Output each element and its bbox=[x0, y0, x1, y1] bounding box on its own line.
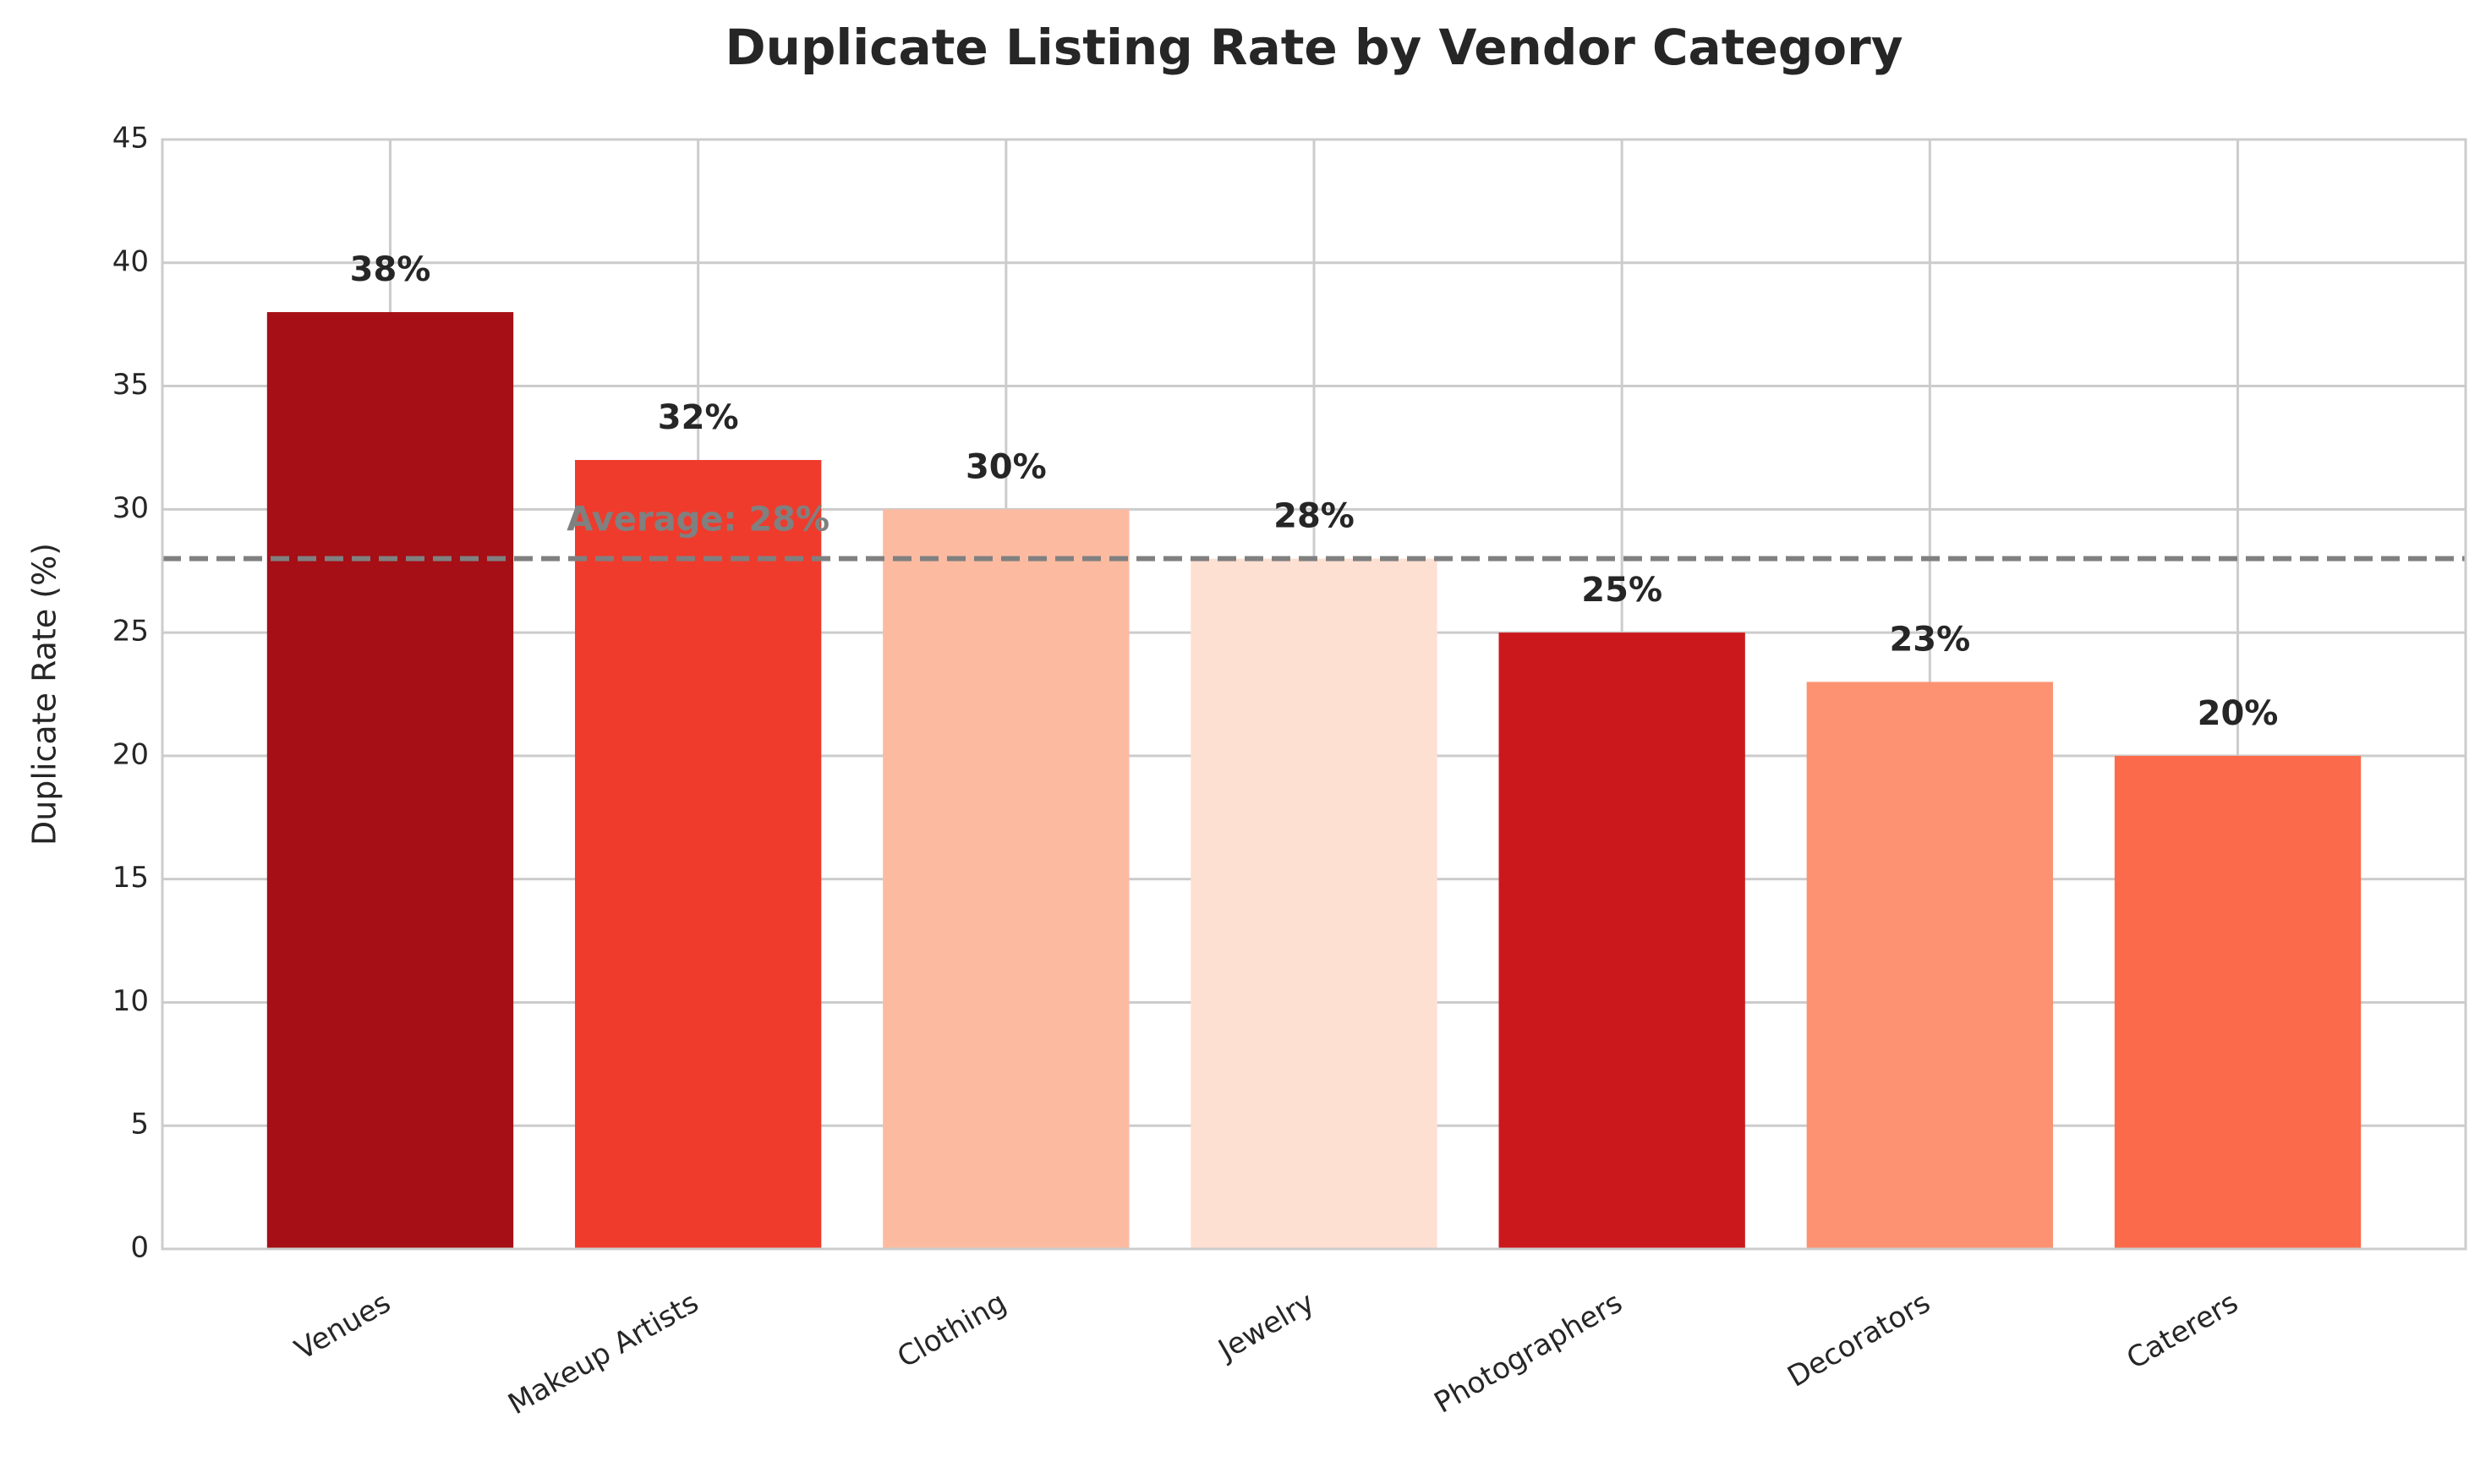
y-tick-label: 10 bbox=[112, 984, 149, 1018]
x-tick-label: Caterers bbox=[2121, 1285, 2243, 1376]
value-label: 23% bbox=[1889, 620, 1970, 659]
y-tick-label: 35 bbox=[112, 368, 149, 402]
value-label: 20% bbox=[2198, 694, 2279, 733]
value-label: 28% bbox=[1273, 497, 1355, 536]
value-label: 25% bbox=[1581, 571, 1662, 610]
bar bbox=[883, 509, 1130, 1249]
bar bbox=[2114, 755, 2362, 1249]
x-tick-label: Clothing bbox=[892, 1285, 1013, 1374]
y-axis-label: Duplicate Rate (%) bbox=[26, 543, 63, 846]
y-tick-label: 5 bbox=[130, 1108, 149, 1142]
chart-title: Duplicate Listing Rate by Vendor Categor… bbox=[725, 19, 1902, 76]
y-tick-label: 30 bbox=[112, 491, 149, 525]
plot-frame bbox=[161, 138, 2467, 1251]
value-label: 32% bbox=[658, 398, 739, 437]
x-tick-label: Jewelry bbox=[1212, 1285, 1320, 1367]
bar bbox=[574, 460, 822, 1249]
y-tick-label: 15 bbox=[112, 861, 149, 895]
y-tick-label: 20 bbox=[112, 737, 149, 771]
x-tick-label: Decorators bbox=[1782, 1285, 1935, 1394]
value-label: 30% bbox=[966, 447, 1047, 486]
x-tick-label: Photographers bbox=[1429, 1285, 1629, 1420]
bar bbox=[1191, 558, 1437, 1249]
y-tick-label: 45 bbox=[112, 122, 149, 156]
y-tick-label: 0 bbox=[130, 1231, 149, 1265]
x-tick-label: Venues bbox=[289, 1285, 397, 1366]
value-label: 38% bbox=[350, 250, 431, 289]
bar bbox=[1806, 682, 2054, 1249]
average-label: Average: 28% bbox=[567, 501, 829, 539]
bar bbox=[1498, 632, 1745, 1249]
bar bbox=[266, 312, 514, 1250]
y-tick-label: 40 bbox=[112, 244, 149, 278]
x-tick-label: Makeup Artists bbox=[502, 1285, 704, 1421]
y-tick-label: 25 bbox=[112, 615, 149, 649]
